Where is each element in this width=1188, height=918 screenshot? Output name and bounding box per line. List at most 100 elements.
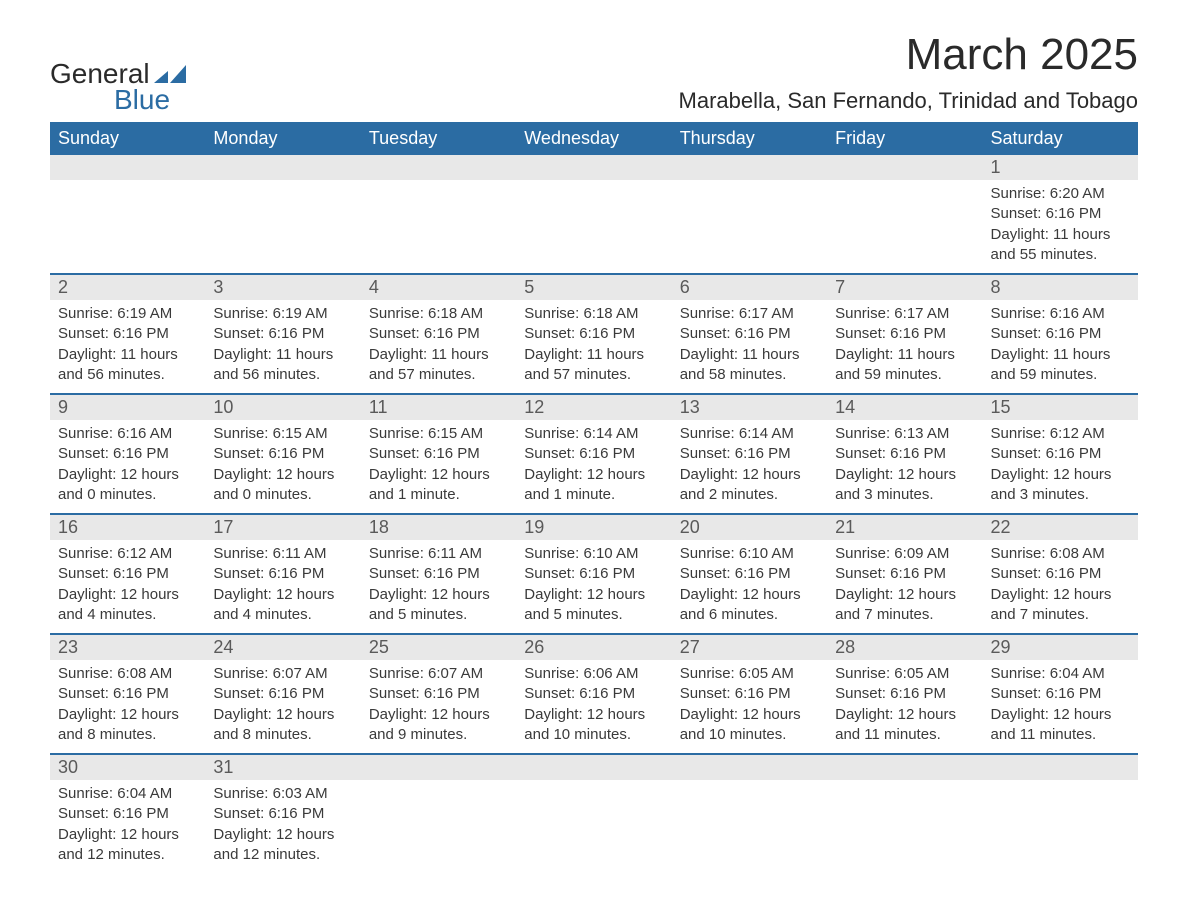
day-cell bbox=[983, 754, 1138, 780]
day-content-cell: Sunrise: 6:04 AMSunset: 6:16 PMDaylight:… bbox=[50, 780, 205, 873]
day-number: 3 bbox=[205, 275, 360, 300]
day-details: Sunrise: 6:03 AMSunset: 6:16 PMDaylight:… bbox=[205, 780, 360, 873]
sunset-text: Sunset: 6:16 PM bbox=[369, 564, 508, 584]
daylight-text-1: Daylight: 12 hours bbox=[213, 825, 352, 845]
day-content-cell: Sunrise: 6:11 AMSunset: 6:16 PMDaylight:… bbox=[361, 540, 516, 634]
daylight-text-2: and 0 minutes. bbox=[213, 485, 352, 505]
day-content-cell: Sunrise: 6:12 AMSunset: 6:16 PMDaylight:… bbox=[50, 540, 205, 634]
sunset-text: Sunset: 6:16 PM bbox=[991, 444, 1130, 464]
day-number: 2 bbox=[50, 275, 205, 300]
daylight-text-1: Daylight: 11 hours bbox=[835, 345, 974, 365]
daylight-text-2: and 3 minutes. bbox=[835, 485, 974, 505]
daylight-text-1: Daylight: 12 hours bbox=[58, 825, 197, 845]
week-num-row: 1 bbox=[50, 155, 1138, 180]
day-cell: 2 bbox=[50, 274, 205, 300]
day-cell: 10 bbox=[205, 394, 360, 420]
sunrise-text: Sunrise: 6:18 AM bbox=[369, 304, 508, 324]
daylight-text-2: and 9 minutes. bbox=[369, 725, 508, 745]
sunset-text: Sunset: 6:16 PM bbox=[991, 204, 1130, 224]
sunrise-text: Sunrise: 6:05 AM bbox=[680, 664, 819, 684]
day-cell: 30 bbox=[50, 754, 205, 780]
week-content-row: Sunrise: 6:08 AMSunset: 6:16 PMDaylight:… bbox=[50, 660, 1138, 754]
daylight-text-2: and 6 minutes. bbox=[680, 605, 819, 625]
day-cell: 1 bbox=[983, 155, 1138, 180]
day-content-cell: Sunrise: 6:19 AMSunset: 6:16 PMDaylight:… bbox=[50, 300, 205, 394]
sunset-text: Sunset: 6:16 PM bbox=[991, 324, 1130, 344]
day-number: 22 bbox=[983, 515, 1138, 540]
sunrise-text: Sunrise: 6:14 AM bbox=[680, 424, 819, 444]
day-details: Sunrise: 6:15 AMSunset: 6:16 PMDaylight:… bbox=[361, 420, 516, 513]
day-number: 10 bbox=[205, 395, 360, 420]
day-cell: 28 bbox=[827, 634, 982, 660]
sunset-text: Sunset: 6:16 PM bbox=[524, 684, 663, 704]
day-details: Sunrise: 6:18 AMSunset: 6:16 PMDaylight:… bbox=[361, 300, 516, 393]
week-num-row: 23242526272829 bbox=[50, 634, 1138, 660]
day-content-cell: Sunrise: 6:18 AMSunset: 6:16 PMDaylight:… bbox=[516, 300, 671, 394]
day-content-cell bbox=[50, 180, 205, 274]
day-content-cell: Sunrise: 6:07 AMSunset: 6:16 PMDaylight:… bbox=[205, 660, 360, 754]
day-content-cell: Sunrise: 6:14 AMSunset: 6:16 PMDaylight:… bbox=[516, 420, 671, 514]
col-thursday: Thursday bbox=[672, 122, 827, 155]
day-content-cell: Sunrise: 6:06 AMSunset: 6:16 PMDaylight:… bbox=[516, 660, 671, 754]
sunrise-text: Sunrise: 6:10 AM bbox=[680, 544, 819, 564]
day-content-cell bbox=[672, 180, 827, 274]
day-details: Sunrise: 6:06 AMSunset: 6:16 PMDaylight:… bbox=[516, 660, 671, 753]
col-sunday: Sunday bbox=[50, 122, 205, 155]
day-cell: 21 bbox=[827, 514, 982, 540]
day-number: 15 bbox=[983, 395, 1138, 420]
week-num-row: 2345678 bbox=[50, 274, 1138, 300]
day-content-cell: Sunrise: 6:11 AMSunset: 6:16 PMDaylight:… bbox=[205, 540, 360, 634]
daylight-text-1: Daylight: 12 hours bbox=[213, 465, 352, 485]
daylight-text-1: Daylight: 12 hours bbox=[524, 705, 663, 725]
daylight-text-2: and 11 minutes. bbox=[991, 725, 1130, 745]
header: General Blue March 2025 Marabella, San F… bbox=[50, 30, 1138, 114]
location: Marabella, San Fernando, Trinidad and To… bbox=[679, 88, 1138, 114]
sunset-text: Sunset: 6:16 PM bbox=[991, 564, 1130, 584]
day-cell bbox=[516, 155, 671, 180]
daylight-text-1: Daylight: 12 hours bbox=[991, 585, 1130, 605]
day-content-cell: Sunrise: 6:17 AMSunset: 6:16 PMDaylight:… bbox=[827, 300, 982, 394]
day-cell: 19 bbox=[516, 514, 671, 540]
day-number: 14 bbox=[827, 395, 982, 420]
day-cell: 25 bbox=[361, 634, 516, 660]
daylight-text-2: and 11 minutes. bbox=[835, 725, 974, 745]
sunrise-text: Sunrise: 6:15 AM bbox=[213, 424, 352, 444]
day-content-cell bbox=[827, 180, 982, 274]
sunrise-text: Sunrise: 6:17 AM bbox=[680, 304, 819, 324]
week-content-row: Sunrise: 6:19 AMSunset: 6:16 PMDaylight:… bbox=[50, 300, 1138, 394]
day-number: 21 bbox=[827, 515, 982, 540]
day-details: Sunrise: 6:04 AMSunset: 6:16 PMDaylight:… bbox=[50, 780, 205, 873]
day-number: 12 bbox=[516, 395, 671, 420]
day-cell: 29 bbox=[983, 634, 1138, 660]
week-content-row: Sunrise: 6:12 AMSunset: 6:16 PMDaylight:… bbox=[50, 540, 1138, 634]
day-number: 11 bbox=[361, 395, 516, 420]
day-cell: 20 bbox=[672, 514, 827, 540]
week-content-row: Sunrise: 6:16 AMSunset: 6:16 PMDaylight:… bbox=[50, 420, 1138, 514]
day-content-cell: Sunrise: 6:04 AMSunset: 6:16 PMDaylight:… bbox=[983, 660, 1138, 754]
day-content-cell bbox=[205, 180, 360, 274]
col-monday: Monday bbox=[205, 122, 360, 155]
day-number: 23 bbox=[50, 635, 205, 660]
daylight-text-2: and 57 minutes. bbox=[369, 365, 508, 385]
col-wednesday: Wednesday bbox=[516, 122, 671, 155]
day-number: 4 bbox=[361, 275, 516, 300]
day-content-cell: Sunrise: 6:12 AMSunset: 6:16 PMDaylight:… bbox=[983, 420, 1138, 514]
day-cell: 18 bbox=[361, 514, 516, 540]
sunset-text: Sunset: 6:16 PM bbox=[524, 564, 663, 584]
daylight-text-2: and 1 minute. bbox=[524, 485, 663, 505]
daylight-text-2: and 10 minutes. bbox=[524, 725, 663, 745]
logo-blue: Blue bbox=[114, 86, 186, 114]
day-cell bbox=[50, 155, 205, 180]
daylight-text-1: Daylight: 12 hours bbox=[680, 705, 819, 725]
day-details: Sunrise: 6:17 AMSunset: 6:16 PMDaylight:… bbox=[827, 300, 982, 393]
daylight-text-2: and 59 minutes. bbox=[835, 365, 974, 385]
day-content-cell bbox=[361, 180, 516, 274]
daylight-text-1: Daylight: 12 hours bbox=[680, 465, 819, 485]
day-content-cell: Sunrise: 6:15 AMSunset: 6:16 PMDaylight:… bbox=[205, 420, 360, 514]
sunset-text: Sunset: 6:16 PM bbox=[680, 564, 819, 584]
sunset-text: Sunset: 6:16 PM bbox=[524, 324, 663, 344]
day-cell: 23 bbox=[50, 634, 205, 660]
col-friday: Friday bbox=[827, 122, 982, 155]
day-cell: 14 bbox=[827, 394, 982, 420]
sunset-text: Sunset: 6:16 PM bbox=[369, 324, 508, 344]
